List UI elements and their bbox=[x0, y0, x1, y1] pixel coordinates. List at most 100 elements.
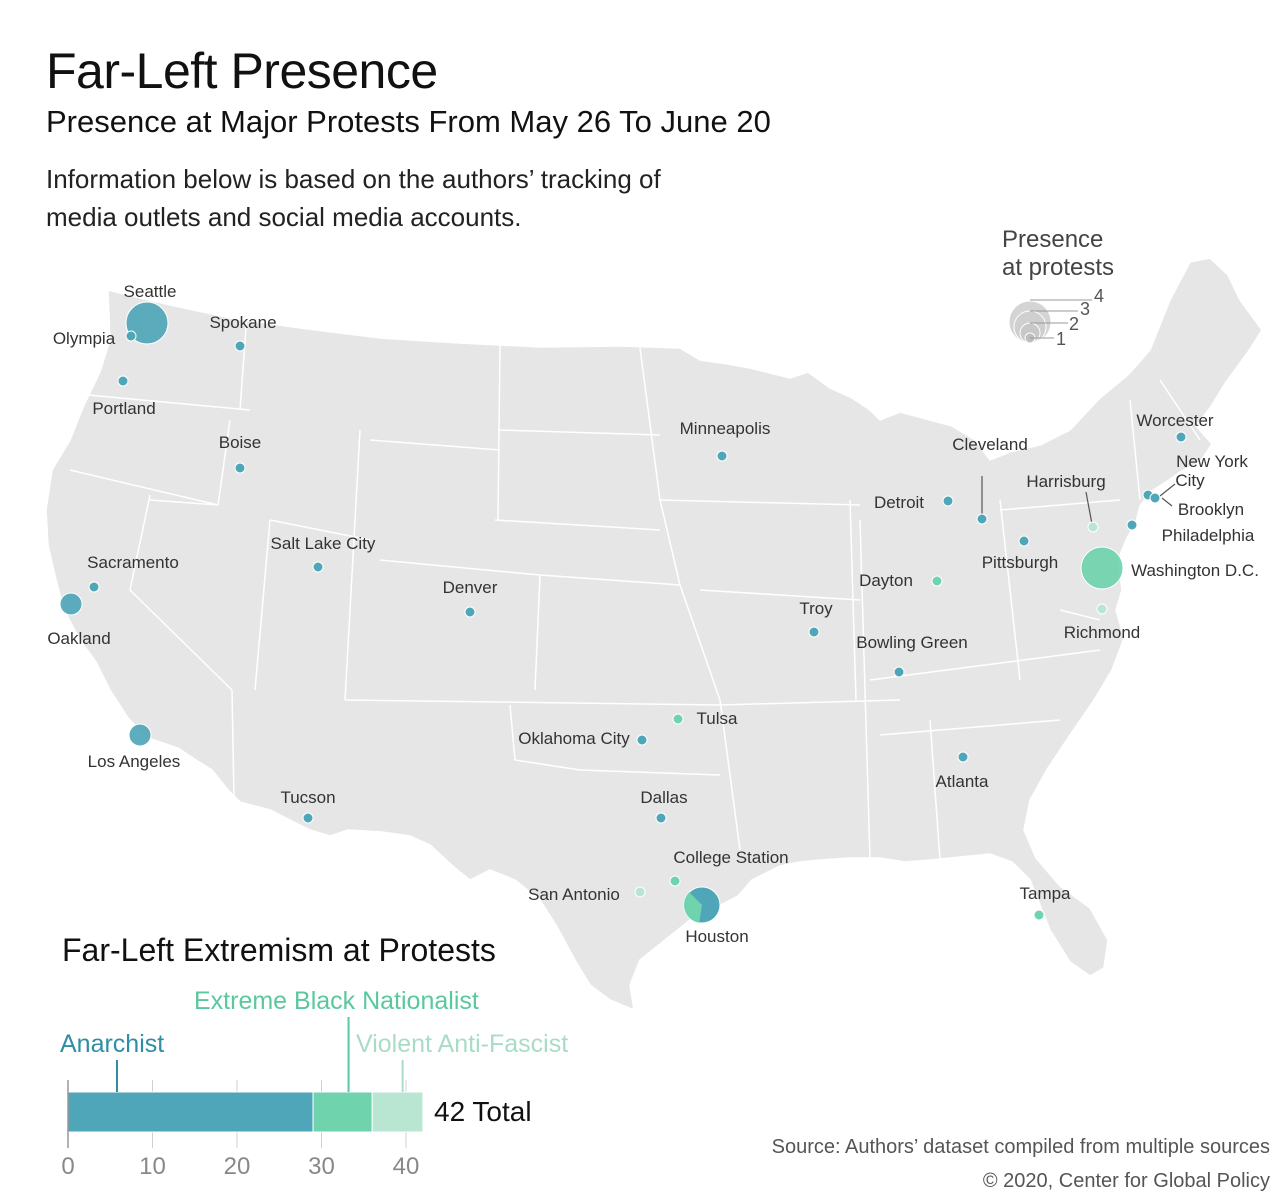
city-label-bowling-green: Bowling Green bbox=[856, 633, 968, 652]
city-label-richmond: Richmond bbox=[1064, 623, 1141, 642]
city-marker-salt-lake-city bbox=[312, 561, 324, 573]
city-marker-minneapolis bbox=[716, 450, 728, 462]
size-legend-title-line-1: Presence bbox=[1002, 226, 1104, 253]
city-marker-college-station bbox=[669, 875, 681, 887]
intro-text: Information below is based on the author… bbox=[46, 160, 746, 236]
city-label-harrisburg: Harrisburg bbox=[1026, 472, 1105, 491]
city-label-san-antonio: San Antonio bbox=[528, 885, 620, 904]
city-marker-cleveland bbox=[976, 513, 988, 525]
city-label-cleveland: Cleveland bbox=[952, 435, 1028, 454]
bar-tick-label-0: 0 bbox=[61, 1153, 74, 1180]
city-marker-dallas bbox=[655, 812, 667, 824]
city-label-washington-d-c: Washington D.C. bbox=[1131, 561, 1259, 580]
city-marker-brooklyn bbox=[1149, 492, 1161, 504]
city-label-brooklyn: Brooklyn bbox=[1178, 500, 1244, 519]
city-marker-houston bbox=[683, 886, 721, 924]
intro-line-1: Information below is based on the author… bbox=[46, 164, 661, 194]
label-leader-lines bbox=[981, 476, 1176, 525]
city-marker-atlanta bbox=[957, 751, 969, 763]
city-marker-philadelphia bbox=[1126, 519, 1138, 531]
city-label-spokane: Spokane bbox=[209, 313, 276, 332]
city-label-tampa: Tampa bbox=[1019, 884, 1071, 903]
city-labels: Seattle Olympia Spokane Portland Boise Sacram… bbox=[47, 282, 1259, 946]
city-marker-san-antonio bbox=[634, 886, 646, 898]
legend-label-2: 2 bbox=[1069, 314, 1079, 334]
city-label-tucson: Tucson bbox=[280, 788, 335, 807]
city-marker-bowling-green bbox=[893, 666, 905, 678]
city-marker-worcester bbox=[1175, 431, 1187, 443]
city-label-troy: Troy bbox=[799, 599, 833, 618]
city-marker-harrisburg bbox=[1087, 521, 1099, 533]
city-marker-pittsburgh bbox=[1018, 535, 1030, 547]
city-markers bbox=[59, 301, 1187, 924]
city-marker-troy bbox=[808, 626, 820, 638]
legend-label-1: 1 bbox=[1056, 329, 1066, 349]
city-label-dallas: Dallas bbox=[640, 788, 687, 807]
city-label-boise: Boise bbox=[219, 433, 262, 452]
bar-series-label-anarchist: Anarchist bbox=[60, 1030, 164, 1058]
city-label-oklahoma-city: Oklahoma City bbox=[518, 729, 630, 748]
city-marker-sacramento bbox=[88, 581, 100, 593]
city-label-salt-lake-city: Salt Lake City bbox=[271, 534, 376, 553]
city-marker-tampa bbox=[1033, 909, 1045, 921]
city-label-sacramento: Sacramento bbox=[87, 553, 179, 572]
copyright-note: © 2020, Center for Global Policy bbox=[982, 1170, 1270, 1192]
city-marker-los-angeles bbox=[128, 723, 152, 747]
city-label-minneapolis: Minneapolis bbox=[680, 419, 771, 438]
city-marker-washington-d-c bbox=[1080, 546, 1124, 590]
city-label-seattle: Seattle bbox=[124, 282, 177, 301]
city-marker-tucson bbox=[302, 812, 314, 824]
bar-segment-extreme-black-nationalist bbox=[312, 1091, 373, 1133]
city-marker-portland bbox=[117, 375, 129, 387]
city-label-los-angeles: Los Angeles bbox=[88, 752, 181, 771]
legend-label-3: 3 bbox=[1080, 299, 1090, 319]
city-label-new-york-city: New York City bbox=[1175, 452, 1248, 490]
page-subtitle: Presence at Major Protests From May 26 T… bbox=[46, 104, 771, 139]
bar-series-label-extreme-black-nationalist: Extreme Black Nationalist bbox=[194, 987, 479, 1015]
bar-tick-label-10: 10 bbox=[139, 1153, 166, 1180]
city-label-denver: Denver bbox=[443, 578, 498, 597]
city-marker-tulsa bbox=[672, 713, 684, 725]
city-marker-richmond bbox=[1096, 603, 1108, 615]
city-label-atlanta: Atlanta bbox=[936, 772, 989, 791]
city-label-worcester: Worcester bbox=[1136, 411, 1213, 430]
city-marker-oklahoma-city bbox=[636, 734, 648, 746]
city-marker-boise bbox=[234, 462, 246, 474]
state-borders bbox=[69, 299, 1201, 861]
size-legend-title-line-2: at protests bbox=[1002, 254, 1115, 281]
city-label-college-station: College Station bbox=[673, 848, 788, 867]
bar-chart-total: 42 Total bbox=[434, 1096, 532, 1127]
stacked-bar-chart: Anarchist Extreme Black Nationalist Violen… bbox=[60, 987, 568, 1180]
city-marker-seattle bbox=[125, 301, 169, 345]
city-marker-spokane bbox=[234, 340, 246, 352]
city-label-tulsa: Tulsa bbox=[697, 709, 738, 728]
city-label-pittsburgh: Pittsburgh bbox=[982, 553, 1059, 572]
bar-chart-title: Far-Left Extremism at Protests bbox=[62, 932, 496, 968]
legend-label-4: 4 bbox=[1094, 286, 1104, 306]
city-label-philadelphia: Philadelphia bbox=[1162, 526, 1255, 545]
city-marker-wedge-houston bbox=[684, 892, 702, 923]
intro-line-2: media outlets and social media accounts. bbox=[46, 202, 522, 232]
city-label-portland: Portland bbox=[92, 399, 155, 418]
bar-segment-violent-anti-fascist bbox=[371, 1091, 424, 1133]
city-label-houston: Houston bbox=[685, 927, 748, 946]
city-marker-olympia bbox=[125, 330, 137, 342]
us-landmass bbox=[45, 257, 1263, 1012]
size-legend-title: Presence at protests bbox=[1002, 226, 1114, 282]
bar-tick-label-30: 30 bbox=[308, 1153, 335, 1180]
city-label-oakland: Oakland bbox=[47, 629, 110, 648]
bar-tick-label-20: 20 bbox=[224, 1153, 251, 1180]
bar-series-label-violent-anti-fascist: Violent Anti-Fascist bbox=[356, 1030, 568, 1058]
page-title: Far-Left Presence bbox=[46, 43, 438, 99]
city-marker-denver bbox=[464, 606, 476, 618]
city-marker-detroit bbox=[942, 495, 954, 507]
city-label-olympia: Olympia bbox=[53, 329, 116, 348]
city-marker-dayton bbox=[931, 575, 943, 587]
city-label-dayton: Dayton bbox=[859, 571, 913, 590]
size-legend: 4 3 2 1 bbox=[1008, 286, 1104, 349]
bar-segment-anarchist bbox=[67, 1091, 314, 1133]
source-note: Source: Authors’ dataset compiled from m… bbox=[771, 1136, 1270, 1158]
bar-tick-label-40: 40 bbox=[393, 1153, 420, 1180]
